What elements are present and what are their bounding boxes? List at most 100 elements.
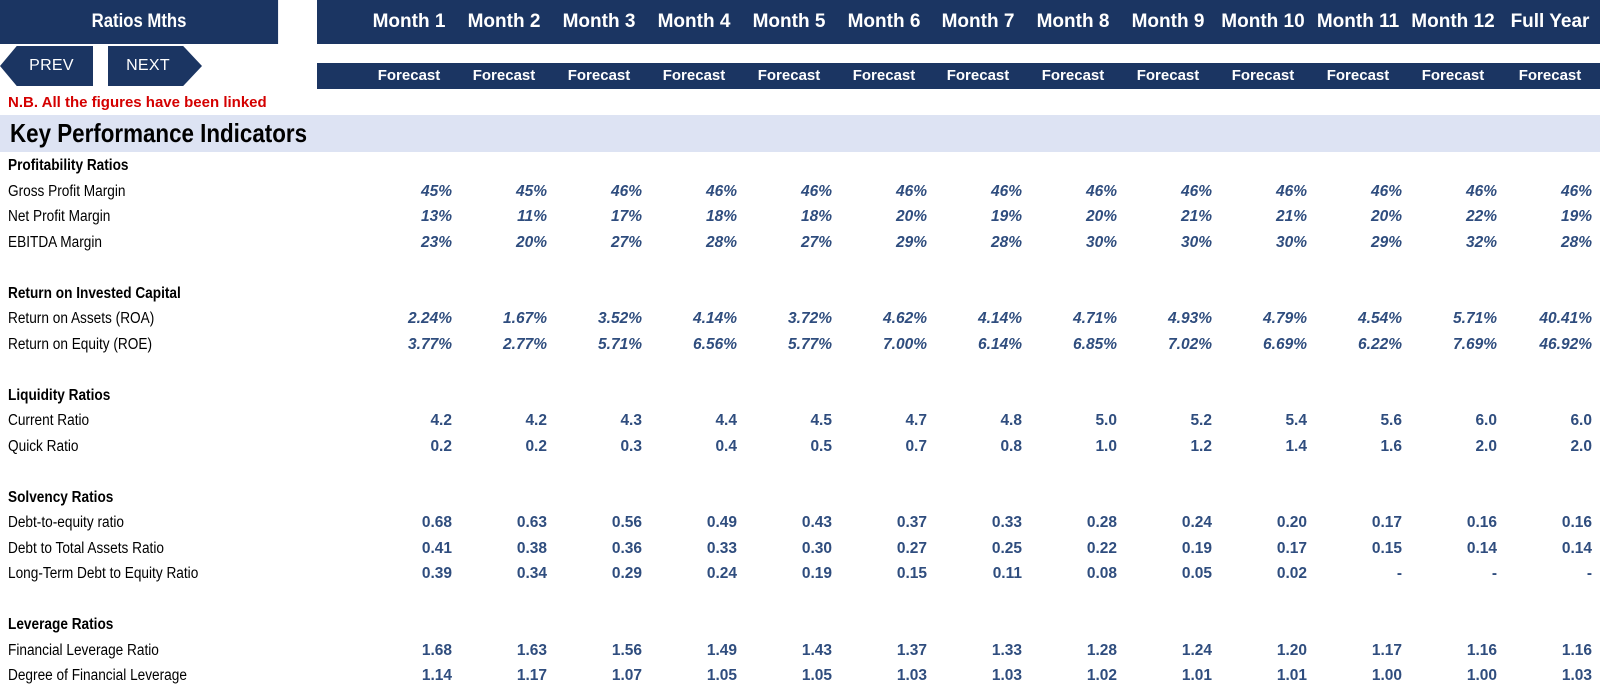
value-cell[interactable]: 28%	[705, 233, 737, 251]
value-cell[interactable]: 5.77%	[788, 335, 832, 353]
value-cell[interactable]: 40.41%	[1539, 310, 1592, 327]
value-cell[interactable]: 0.28	[1086, 514, 1117, 531]
value-cell[interactable]: 30%	[1085, 233, 1117, 251]
value-cell[interactable]: 1.63	[516, 641, 547, 659]
value-cell[interactable]: 46%	[990, 182, 1022, 200]
value-cell[interactable]: 1.16	[1466, 641, 1497, 659]
value-cell[interactable]: 0.38	[516, 539, 547, 557]
value-cell[interactable]: 0.16	[1561, 514, 1592, 531]
value-cell[interactable]: 46%	[1560, 182, 1592, 200]
value-cell[interactable]: 2.0	[1475, 437, 1497, 455]
value-cell[interactable]: 4.2	[430, 412, 452, 429]
value-cell[interactable]: 1.16	[1561, 641, 1592, 659]
value-cell[interactable]: 6.22%	[1358, 335, 1402, 353]
value-cell[interactable]: 0.56	[611, 514, 642, 531]
value-cell[interactable]: 0.2	[525, 437, 547, 455]
value-cell[interactable]: 27%	[610, 233, 642, 251]
value-cell[interactable]: 0.4	[715, 437, 737, 455]
value-cell[interactable]: 1.6	[1380, 437, 1402, 455]
value-cell[interactable]: 0.2	[430, 437, 452, 455]
value-cell[interactable]: 4.71%	[1073, 310, 1117, 327]
value-cell[interactable]: 19%	[990, 208, 1022, 225]
value-cell[interactable]: 0.14	[1466, 539, 1497, 557]
value-cell[interactable]: 0.41	[421, 539, 452, 557]
value-cell[interactable]: 6.0	[1570, 412, 1592, 429]
value-cell[interactable]: 18%	[800, 208, 832, 225]
value-cell[interactable]: 0.29	[611, 565, 642, 582]
value-cell[interactable]: 3.77%	[408, 335, 452, 353]
value-cell[interactable]: 0.19	[1181, 539, 1212, 557]
value-cell[interactable]: 0.34	[516, 565, 547, 582]
value-cell[interactable]: 1.49	[706, 641, 737, 659]
value-cell[interactable]: 45%	[420, 182, 452, 200]
value-cell[interactable]: 0.05	[1181, 565, 1212, 582]
value-cell[interactable]: 30%	[1275, 233, 1307, 251]
value-cell[interactable]: 0.15	[896, 565, 927, 582]
value-cell[interactable]: 5.0	[1095, 412, 1117, 429]
value-cell[interactable]: 29%	[895, 233, 927, 251]
value-cell[interactable]: -	[1491, 565, 1497, 582]
value-cell[interactable]: 29%	[1370, 233, 1402, 251]
value-cell[interactable]: 45%	[515, 182, 547, 200]
value-cell[interactable]: 21%	[1180, 208, 1212, 225]
value-cell[interactable]: 0.8	[1000, 437, 1022, 455]
value-cell[interactable]: -	[1396, 565, 1402, 582]
value-cell[interactable]: 46%	[1370, 182, 1402, 200]
value-cell[interactable]: 46.92%	[1539, 335, 1592, 353]
value-cell[interactable]: 18%	[705, 208, 737, 225]
value-cell[interactable]: 4.14%	[693, 310, 737, 327]
value-cell[interactable]: 46%	[800, 182, 832, 200]
value-cell[interactable]: 28%	[990, 233, 1022, 251]
value-cell[interactable]: 1.24	[1181, 641, 1212, 659]
value-cell[interactable]: 21%	[1275, 208, 1307, 225]
value-cell[interactable]: 4.54%	[1358, 310, 1402, 327]
value-cell[interactable]: 3.52%	[598, 310, 642, 327]
value-cell[interactable]: 4.5	[810, 412, 832, 429]
value-cell[interactable]: 1.68	[421, 641, 452, 659]
value-cell[interactable]: 1.56	[611, 641, 642, 659]
value-cell[interactable]: 22%	[1465, 208, 1497, 225]
value-cell[interactable]: 46%	[1465, 182, 1497, 200]
value-cell[interactable]: 46%	[1180, 182, 1212, 200]
value-cell[interactable]: 0.24	[706, 565, 737, 582]
value-cell[interactable]: 0.25	[991, 539, 1022, 557]
value-cell[interactable]: 6.14%	[978, 335, 1022, 353]
value-cell[interactable]: 0.15	[1371, 539, 1402, 557]
value-cell[interactable]: 1.07	[611, 667, 642, 684]
value-cell[interactable]: 0.63	[516, 514, 547, 531]
value-cell[interactable]: 6.56%	[693, 335, 737, 353]
value-cell[interactable]: 0.39	[421, 565, 452, 582]
value-cell[interactable]: 2.77%	[503, 335, 547, 353]
value-cell[interactable]: 0.43	[801, 514, 832, 531]
value-cell[interactable]: 3.72%	[788, 310, 832, 327]
value-cell[interactable]: 1.01	[1276, 667, 1307, 684]
value-cell[interactable]: 23%	[420, 233, 452, 251]
value-cell[interactable]: 0.3	[620, 437, 642, 455]
value-cell[interactable]: 17%	[610, 208, 642, 225]
value-cell[interactable]: 0.19	[801, 565, 832, 582]
value-cell[interactable]: 20%	[895, 208, 927, 225]
value-cell[interactable]: 7.00%	[883, 335, 927, 353]
value-cell[interactable]: 1.17	[1371, 641, 1402, 659]
value-cell[interactable]: 1.01	[1181, 667, 1212, 684]
value-cell[interactable]: 46%	[1085, 182, 1117, 200]
value-cell[interactable]: 4.7	[905, 412, 927, 429]
value-cell[interactable]: 1.43	[801, 641, 832, 659]
value-cell[interactable]: 4.93%	[1168, 310, 1212, 327]
value-cell[interactable]: 0.02	[1276, 565, 1307, 582]
value-cell[interactable]: 32%	[1465, 233, 1497, 251]
value-cell[interactable]: 1.28	[1086, 641, 1117, 659]
value-cell[interactable]: 2.0	[1570, 437, 1592, 455]
value-cell[interactable]: 1.05	[706, 667, 737, 684]
value-cell[interactable]: 4.14%	[978, 310, 1022, 327]
value-cell[interactable]: 5.2	[1190, 412, 1212, 429]
value-cell[interactable]: 0.5	[810, 437, 832, 455]
value-cell[interactable]: 5.71%	[1453, 310, 1497, 327]
value-cell[interactable]: 2.24%	[408, 310, 452, 327]
value-cell[interactable]: 19%	[1560, 208, 1592, 225]
value-cell[interactable]: 1.05	[801, 667, 832, 684]
value-cell[interactable]: 46%	[1275, 182, 1307, 200]
next-button[interactable]: NEXT	[108, 46, 202, 86]
value-cell[interactable]: 0.11	[992, 565, 1022, 582]
value-cell[interactable]: 1.67%	[503, 310, 547, 327]
